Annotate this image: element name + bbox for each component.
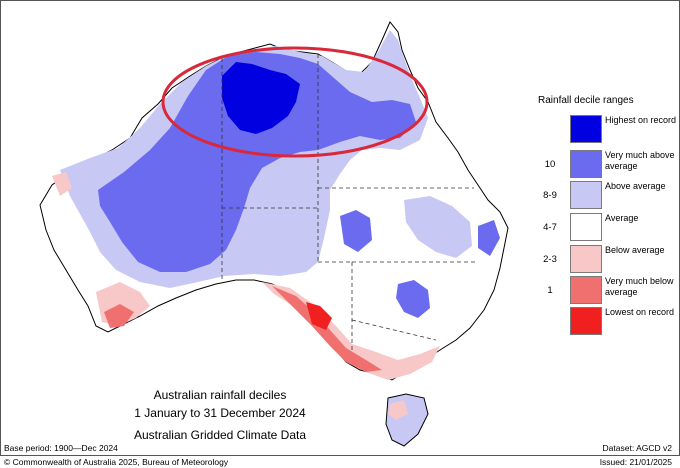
legend-item: 8-9 Above average xyxy=(538,181,678,211)
legend-item-label: Very much below average xyxy=(605,276,674,297)
legend-item-label: Very much above average xyxy=(605,150,675,171)
legend-item-label: Average xyxy=(605,213,639,223)
legend-swatch xyxy=(570,213,602,241)
region-very-much-below-average-west xyxy=(104,304,134,328)
legend-swatch xyxy=(570,276,602,304)
legend-swatch xyxy=(570,307,602,335)
legend-swatch xyxy=(570,150,602,178)
region-lowest-on-record xyxy=(306,302,332,330)
legend-item-value: 1 xyxy=(547,285,553,296)
legend-item: 10 Very much above average xyxy=(538,150,678,180)
legend-item: 1 Very much below average xyxy=(538,276,678,306)
tasmania-outline xyxy=(385,393,429,447)
legend-swatch xyxy=(570,245,602,273)
legend-swatch xyxy=(570,115,602,143)
dataset-label: Dataset: AGCD v2 xyxy=(602,443,672,453)
legend-item-value: 10 xyxy=(544,159,556,170)
legend-item-label: Lowest on record xyxy=(605,307,675,317)
highlight-ellipse xyxy=(161,46,429,158)
legend-item: 2-3 Below average xyxy=(538,245,678,275)
legend-item-label: Above average xyxy=(605,181,666,191)
tasmania-below-average xyxy=(388,400,408,420)
map-frame: Rainfall decile ranges Highest on record… xyxy=(0,0,680,456)
region-below-average-northwest xyxy=(52,172,72,196)
legend-item-label: Highest on record xyxy=(605,115,677,125)
legend-title: Rainfall decile ranges xyxy=(538,95,634,106)
state-borders xyxy=(221,54,476,350)
caption-dataset: Australian Gridded Climate Data xyxy=(133,428,307,442)
caption-period: 1 January to 31 December 2024 xyxy=(134,406,306,420)
legend-swatch xyxy=(570,181,602,209)
legend-item-label: Below average xyxy=(605,245,665,255)
legend-item: Lowest on record xyxy=(538,307,678,337)
issued-date: Issued: 21/01/2025 xyxy=(599,457,672,467)
legend-item-value: 2-3 xyxy=(543,254,557,265)
base-period: Base period: 1900—Dec 2024 xyxy=(4,443,118,453)
region-highest-on-record xyxy=(222,62,300,134)
copyright: © Commonwealth of Australia 2025, Bureau… xyxy=(4,457,229,467)
rainfall-decile-map xyxy=(0,0,680,456)
legend-item: 4-7 Average xyxy=(538,213,678,243)
caption-title: Australian rainfall deciles xyxy=(153,388,287,402)
legend-item-value: 4-7 xyxy=(543,222,557,233)
region-inland-above-average xyxy=(404,196,472,258)
region-very-much-below-average xyxy=(272,286,382,372)
region-very-much-above-average xyxy=(98,52,416,272)
region-south-very-much-above-average xyxy=(396,280,430,318)
legend-item: Highest on record xyxy=(538,115,678,145)
region-east-coast-very-much-above-average xyxy=(478,220,500,256)
legend-item-value: 8-9 xyxy=(543,190,557,201)
region-inland-very-much-above-average xyxy=(340,210,372,252)
